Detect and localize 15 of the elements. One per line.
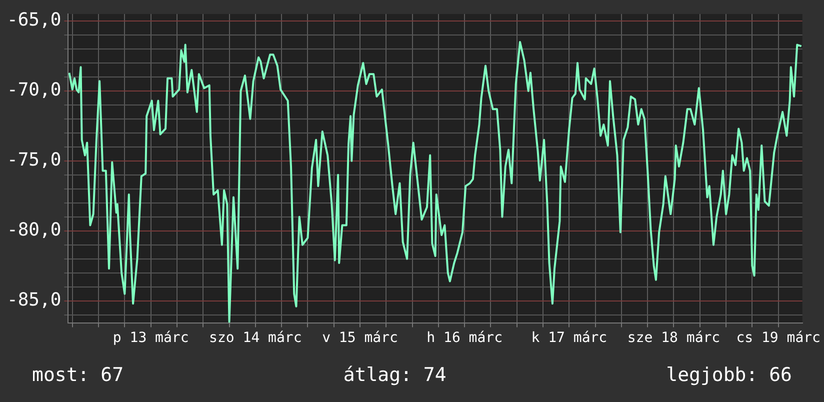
y-tick-label: -65,0: [6, 10, 62, 31]
x-tick-label: v 15 márc: [322, 330, 398, 346]
y-tick-label: -80,0: [6, 220, 62, 241]
x-tick-label: szo 14 márc: [209, 330, 302, 346]
y-tick-label: -75,0: [6, 150, 62, 171]
text: most: 67: [32, 364, 124, 386]
x-tick-label: h 16 márc: [426, 330, 503, 346]
x-tick-label: p 13 márc: [112, 330, 189, 346]
x-tick-label: sze 18 márc: [627, 330, 720, 346]
y-tick-label: -85,0: [6, 289, 62, 310]
text: legjobb: 66: [666, 364, 792, 386]
x-tick-label: cs 19 márc: [736, 330, 820, 346]
y-tick-label: -70,0: [6, 80, 62, 101]
x-tick-label: k 17 márc: [531, 330, 608, 346]
text: átlag: 74: [343, 364, 446, 386]
